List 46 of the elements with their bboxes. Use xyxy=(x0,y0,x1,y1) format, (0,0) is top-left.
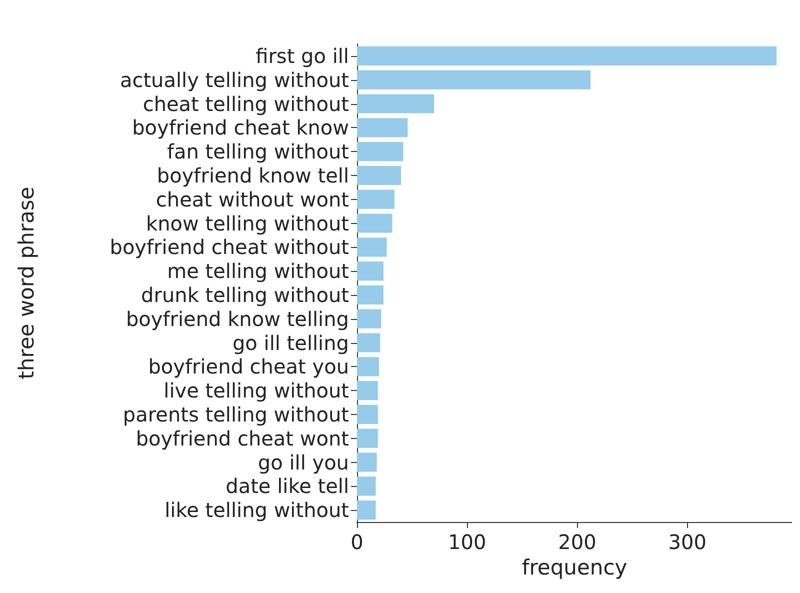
y-tick-label: cheat without wont xyxy=(156,187,350,212)
y-tick-label: live telling without xyxy=(164,378,350,403)
bar xyxy=(357,94,434,114)
y-tick-label: drunk telling without xyxy=(141,282,350,307)
bar xyxy=(357,166,402,186)
x-tick-label: 300 xyxy=(668,530,706,554)
y-tick-label: boyfriend know tell xyxy=(156,163,349,188)
bar xyxy=(357,190,394,209)
y-tick-label: actually telling without xyxy=(120,68,350,92)
bar xyxy=(357,214,392,233)
y-tick-label: first go ill xyxy=(256,44,349,68)
bar xyxy=(357,404,378,424)
bar xyxy=(357,46,777,66)
bar xyxy=(357,70,590,90)
bar xyxy=(357,428,378,448)
bar xyxy=(357,452,377,472)
bar xyxy=(357,380,378,400)
x-axis-title: frequency xyxy=(522,555,628,580)
y-tick-label: like telling without xyxy=(164,498,350,522)
y-tick-label: me telling without xyxy=(167,259,350,284)
y-tick-label: know telling without xyxy=(146,211,350,236)
y-tick-label: boyfriend cheat know xyxy=(132,116,349,140)
y-axis-title: three word phrase xyxy=(14,186,38,380)
y-tick-label: go ill telling xyxy=(232,330,349,355)
bar xyxy=(357,285,384,305)
bar xyxy=(357,238,387,257)
bar xyxy=(357,476,376,496)
bar xyxy=(357,500,376,520)
y-tick-label: fan telling without xyxy=(166,140,350,164)
bar xyxy=(357,309,382,328)
bar xyxy=(357,142,404,162)
y-tick-label: boyfriend cheat without xyxy=(110,235,350,260)
x-tick-label: 200 xyxy=(558,530,596,554)
bar xyxy=(357,118,408,138)
y-tick-label: boyfriend know telling xyxy=(126,306,349,331)
y-tick-label: go ill you xyxy=(258,450,349,474)
bar xyxy=(357,357,380,376)
y-tick-label: cheat telling without xyxy=(142,92,350,116)
y-tick-label: parents telling without xyxy=(122,402,350,426)
bar xyxy=(357,261,384,281)
x-tick-label: 100 xyxy=(448,530,486,554)
x-tick-label: 0 xyxy=(350,530,364,554)
y-tick-label: date like tell xyxy=(226,474,349,498)
y-tick-label: boyfriend cheat wont xyxy=(136,426,350,450)
y-tick-label: boyfriend cheat you xyxy=(148,354,349,379)
bar xyxy=(357,333,380,352)
